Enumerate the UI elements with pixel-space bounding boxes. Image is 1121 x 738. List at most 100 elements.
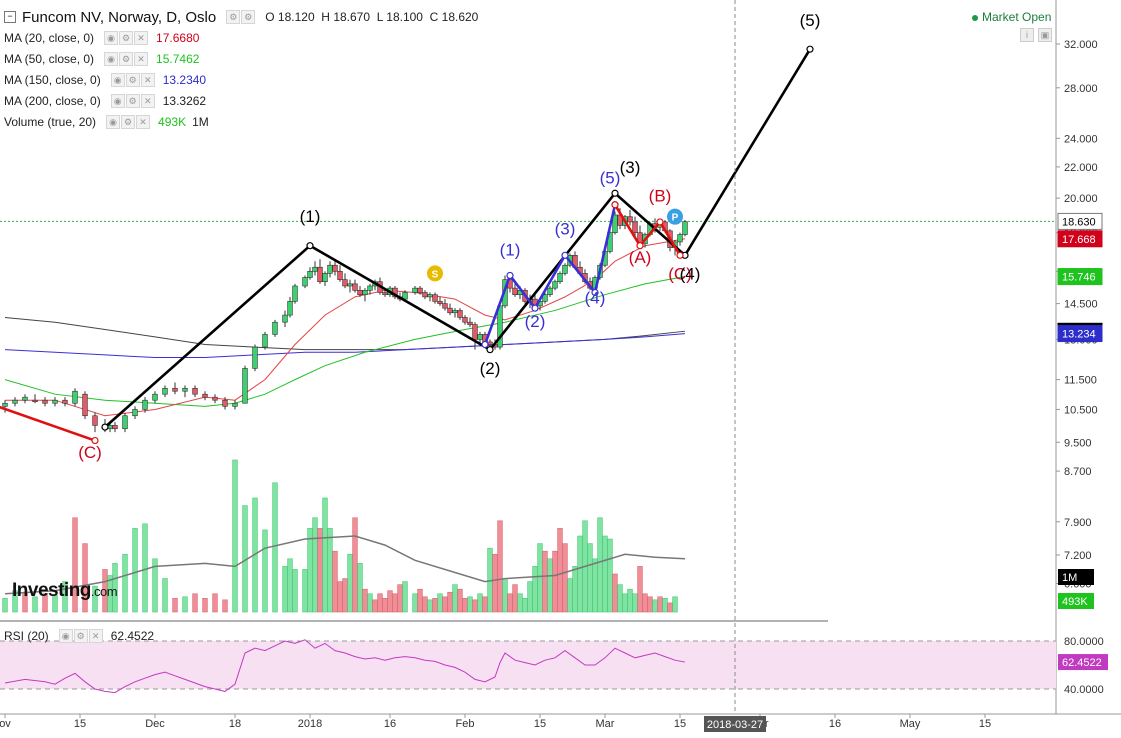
legend-controls[interactable]: ◉ ⚙ ✕ [110,73,155,87]
legend-volume[interactable]: Volume (true, 20) ◉ ⚙ ✕ 493K 1M [4,114,209,130]
gear-icon[interactable]: ⚙ [125,73,140,87]
legend-ma200[interactable]: MA (200, close, 0) ◉ ⚙ ✕ 13.3262 [4,93,206,109]
candle-body [52,399,58,404]
volume-bar [507,593,513,613]
candle-body [367,285,373,291]
candle-body [382,292,388,295]
close-icon[interactable]: ✕ [140,73,155,87]
gear-icon[interactable]: ⚙ [121,115,136,129]
volume-bar [142,523,148,613]
instrument-title: Funcom NV, Norway, D, Oslo [22,8,217,26]
wave-blue-line-node [561,251,569,259]
volume-bar [212,593,218,613]
candle-body [417,287,423,293]
legend-title-row: − Funcom NV, Norway, D, Oslo ⚙ ⚙ O 18.120… [4,8,479,26]
ohlc-open: 18.120 [277,10,315,24]
volume-bar [667,602,673,613]
volume-bar [302,569,308,613]
volume-bar [577,535,583,613]
title-controls[interactable]: ⚙ ⚙ [226,10,256,24]
eye-icon[interactable]: ◉ [106,115,121,129]
rsi-value: 62.4522 [110,629,155,643]
volume-bar [537,543,543,613]
close-icon[interactable]: ✕ [88,629,103,643]
legend-ma50[interactable]: MA (50, close, 0) ◉ ⚙ ✕ 15.7462 [4,51,199,67]
rsi-tick-label: 40.0000 [1064,684,1104,696]
screenshot-icon[interactable]: ▣ [1038,28,1052,42]
volume-bar [597,517,603,613]
wave-black-line-node [806,45,814,53]
volume-bar [352,517,358,613]
close-icon[interactable]: ✕ [140,94,155,108]
gear-icon[interactable]: ⚙ [119,52,134,66]
legend-controls[interactable]: ◉ ⚙ ✕ [104,31,149,45]
legend-rsi[interactable]: RSI (20) ◉ ⚙ ✕ 62.4522 [4,628,154,644]
legend-value: 15.7462 [156,52,200,66]
collapse-icon[interactable]: − [4,11,16,23]
legend-value: 17.6680 [156,31,200,45]
eye-icon[interactable]: ◉ [58,629,73,643]
candle-body [347,283,353,287]
candle-body [307,271,313,278]
volume-bar [367,593,373,613]
legend-controls[interactable]: ◉ ⚙ ✕ [110,94,155,108]
cursor-date: 2018-03-27 [707,719,763,731]
eye-icon[interactable]: ◉ [104,52,119,66]
volume-bar [312,517,318,613]
eye-icon[interactable]: ◉ [110,73,125,87]
eye-icon[interactable]: ◉ [110,94,125,108]
candle-body [412,287,418,293]
time-tick-label: 15 [674,718,686,730]
info-icon[interactable]: i [1020,28,1034,42]
wave-blue-line [483,204,617,345]
ohlc-close: 18.620 [441,10,479,24]
volume-bar [12,590,18,613]
marker-circle [427,265,443,282]
volume-bar [377,593,383,613]
volume-bar [612,573,618,613]
volume-bar [622,593,628,613]
time-tick-label: 16 [384,718,396,730]
volume-bar [672,596,678,613]
candle-body [162,387,168,395]
close-icon[interactable]: ✕ [134,52,149,66]
time-tick-label: ov [0,718,11,730]
price-tick-label: 28.000 [1064,83,1098,95]
gear-icon[interactable]: ⚙ [119,31,134,45]
settings-icon[interactable]: ⚙ [241,10,256,24]
candle-body [627,216,633,223]
legend-controls[interactable]: ◉ ⚙ ✕ [104,52,149,66]
volume-bar [132,528,138,613]
candle-body [192,387,198,395]
wave-red-c-line [0,405,96,442]
wave-label: (3) [555,220,576,239]
volume-bar [262,529,268,613]
volume-tag [1058,593,1094,609]
volume-bar [587,543,593,613]
legend-ma20[interactable]: MA (20, close, 0) ◉ ⚙ ✕ 17.6680 [4,30,199,46]
volume-bar [2,598,8,613]
close-icon[interactable]: ✕ [136,115,151,129]
candle-body [142,399,148,410]
close-icon[interactable]: ✕ [134,31,149,45]
rsi-controls[interactable]: ◉ ⚙ ✕ [58,629,103,643]
legend-controls[interactable]: ◉ ⚙ ✕ [106,115,151,129]
rsi-line [4,639,686,694]
gear-icon[interactable]: ⚙ [73,629,88,643]
volume-bar [282,566,288,613]
volume-bar [607,538,613,613]
volume-bar [467,596,473,613]
candle-body [222,399,228,407]
volume-bar [347,553,353,613]
time-tick-label: Mar [596,718,615,730]
legend-ma150[interactable]: MA (150, close, 0) ◉ ⚙ ✕ 13.2340 [4,72,206,88]
eye-icon[interactable]: ◉ [104,31,119,45]
rsi-tag [1058,654,1108,671]
volume-bar [382,598,388,613]
price-tag-label: 13.234 [1062,329,1096,341]
gear-icon[interactable]: ⚙ [125,94,140,108]
candle-body [152,393,158,401]
wave-black-line-node [611,189,619,197]
settings-icon[interactable]: ⚙ [226,10,241,24]
